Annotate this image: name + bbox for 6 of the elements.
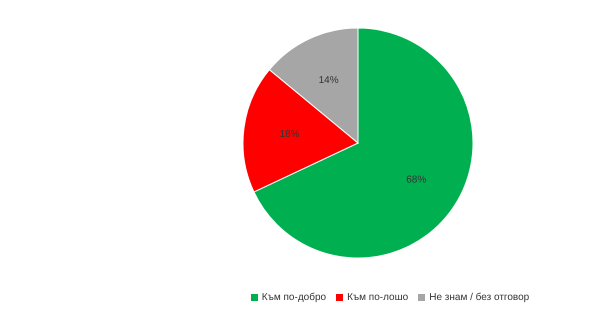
data-label: 18% — [280, 128, 300, 140]
legend-label: Към по-лошо — [347, 292, 408, 303]
legend-label: Не знам / без отговор — [429, 292, 530, 303]
data-label: 68% — [406, 174, 426, 186]
data-label: 14% — [318, 75, 339, 86]
legend-label: Към по-добро — [262, 292, 326, 303]
